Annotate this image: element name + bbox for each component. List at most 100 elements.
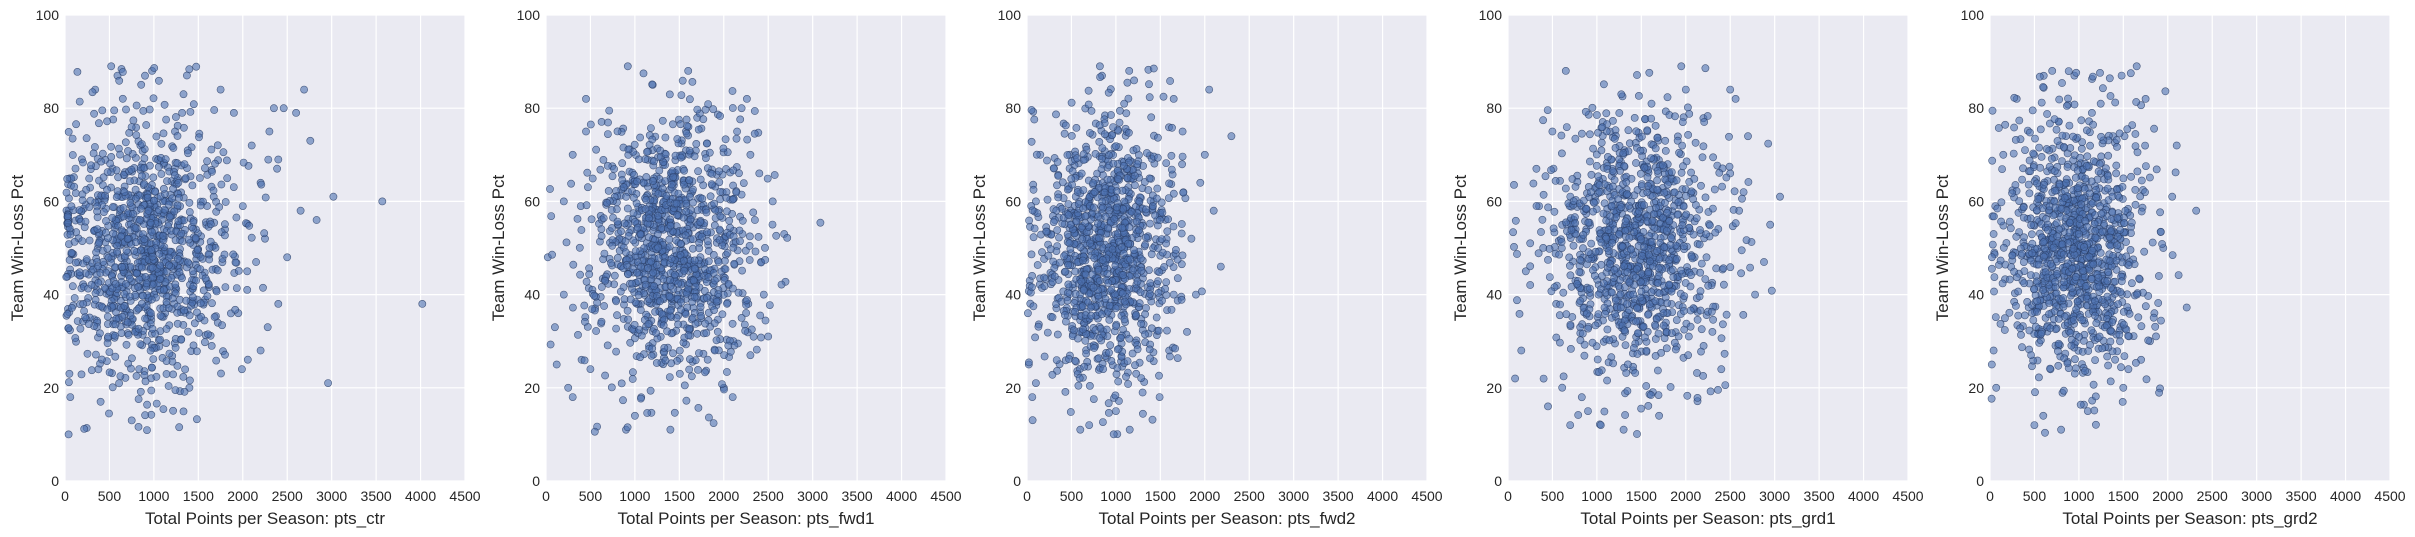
- data-point: [118, 94, 127, 103]
- data-point: [1594, 310, 1603, 318]
- data-point: [613, 253, 622, 262]
- data-point: [1100, 130, 1109, 139]
- data-point: [1575, 268, 1584, 276]
- data-point: [675, 369, 684, 378]
- data-point: [1544, 402, 1552, 411]
- data-point: [652, 329, 660, 337]
- data-point: [1548, 127, 1557, 136]
- data-point: [1200, 150, 1209, 159]
- data-point: [1042, 227, 1051, 236]
- data-point: [1653, 185, 1661, 194]
- data-point: [1154, 244, 1163, 253]
- data-point: [618, 159, 627, 168]
- data-point: [677, 153, 685, 162]
- data-point: [105, 409, 113, 418]
- data-point: [1654, 366, 1662, 375]
- data-point: [1702, 253, 1711, 262]
- data-point: [1633, 304, 1642, 313]
- data-point: [185, 311, 194, 320]
- data-point: [1633, 430, 1641, 438]
- data-point: [686, 355, 694, 364]
- data-point: [132, 131, 141, 139]
- data-point: [96, 397, 105, 406]
- data-point: [654, 243, 663, 252]
- data-point: [1128, 349, 1137, 358]
- data-point: [160, 100, 169, 109]
- data-point: [1043, 195, 1052, 204]
- data-point: [221, 283, 230, 291]
- data-point: [1663, 299, 1672, 307]
- data-point: [163, 177, 171, 185]
- data-point: [1989, 230, 1998, 238]
- data-point: [1130, 246, 1138, 254]
- data-point: [116, 372, 125, 380]
- data-point: [582, 95, 590, 103]
- data-point: [1539, 243, 1548, 252]
- data-point: [1084, 100, 1093, 109]
- data-point: [1707, 307, 1716, 316]
- data-point: [1710, 185, 1719, 194]
- data-point: [1053, 158, 1062, 166]
- data-point: [1660, 188, 1669, 197]
- data-point: [149, 94, 158, 103]
- data-point: [66, 393, 75, 401]
- data-point: [1155, 371, 1163, 380]
- data-point: [273, 164, 281, 173]
- data-point: [1603, 376, 1611, 385]
- data-point: [1587, 239, 1596, 248]
- data-point: [677, 91, 686, 99]
- data-point: [1644, 401, 1653, 410]
- data-point: [1678, 221, 1687, 230]
- data-point: [715, 236, 724, 244]
- data-point: [1163, 326, 1171, 335]
- data-point: [1654, 264, 1663, 273]
- data-point: [1067, 98, 1076, 107]
- data-point: [736, 237, 744, 246]
- data-point: [1675, 148, 1683, 157]
- data-point: [1549, 224, 1558, 233]
- data-point: [1517, 346, 1526, 355]
- y-tick-label: 100: [36, 7, 60, 23]
- data-point: [633, 177, 641, 186]
- data-point: [736, 115, 745, 124]
- data-point: [283, 253, 292, 262]
- data-point: [100, 208, 108, 216]
- data-point: [1607, 201, 1616, 210]
- plot-background: [1508, 15, 1908, 481]
- data-point: [1066, 408, 1075, 416]
- data-point: [665, 235, 674, 244]
- data-point: [581, 317, 589, 326]
- data-point: [1641, 333, 1649, 342]
- data-point: [1744, 132, 1752, 141]
- data-point: [1171, 344, 1179, 353]
- data-point: [641, 280, 650, 289]
- data-point: [659, 275, 668, 283]
- data-point: [124, 147, 132, 155]
- data-point: [115, 379, 123, 388]
- data-point: [274, 155, 283, 164]
- data-point: [745, 256, 754, 264]
- y-axis-label: Team Win-Loss Pct: [489, 175, 508, 322]
- data-point: [1064, 280, 1073, 289]
- data-point: [2028, 106, 2037, 115]
- data-point: [1559, 288, 1568, 297]
- data-point: [651, 307, 659, 316]
- data-point: [75, 97, 84, 106]
- data-point: [195, 133, 203, 142]
- data-point: [203, 292, 212, 301]
- data-point: [1655, 411, 1663, 420]
- data-point: [134, 304, 143, 313]
- data-point: [192, 347, 201, 356]
- data-point: [90, 109, 98, 118]
- scatter-panel-4: 0 500 1000 1500 2000 2500 3000 3500 4000 45000204…: [1451, 7, 1924, 528]
- data-point: [1667, 168, 1676, 176]
- data-point: [1645, 68, 1654, 77]
- data-point: [245, 221, 254, 230]
- data-point: [229, 183, 238, 191]
- data-point: [1722, 310, 1731, 319]
- data-point: [674, 189, 683, 198]
- data-point: [654, 211, 662, 220]
- data-point: [2154, 272, 2163, 280]
- data-point: [1095, 334, 1104, 342]
- data-point: [123, 234, 132, 243]
